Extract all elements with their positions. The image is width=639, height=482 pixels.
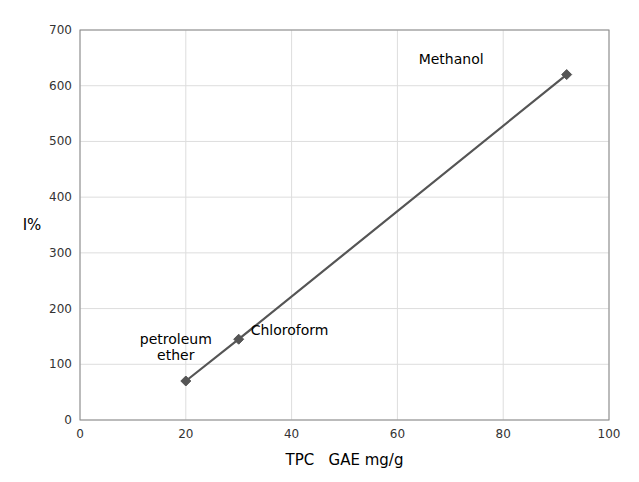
tick-label: 100 [598,427,621,441]
tick-label: 300 [49,246,72,260]
grid-line [80,85,609,86]
grid-line [80,197,609,198]
series [181,70,572,386]
annotation: Chloroform [251,322,329,338]
grid-line [397,30,398,420]
tick-label: 0 [64,413,72,427]
grid-line [80,141,609,142]
tick-label: 700 [49,23,72,37]
chart: 0 100 200 300 400 500 600 700 0 20 40 60 80 100 petrol… [0,0,639,482]
tick-label: 400 [49,190,72,204]
annotation: petroleumether [140,331,212,363]
grid-line [291,30,292,420]
marker [181,376,191,386]
tick-label: 40 [284,427,299,441]
tick-label: 0 [76,427,84,441]
tick-label: 200 [49,302,72,316]
plot-background [80,30,609,420]
plot-frame [80,30,609,420]
line [186,75,567,381]
tick-label: 20 [178,427,193,441]
grid [80,30,609,420]
tick-label: 80 [496,427,511,441]
tick-label: 500 [49,134,72,148]
grid-line [503,30,504,420]
grid-line [80,364,609,365]
marker [234,334,244,344]
tick-label: 60 [390,427,405,441]
x-axis-label: TPC GAE mg/g [285,451,404,469]
annotation: Methanol [419,51,484,67]
tick-label: 100 [49,357,72,371]
grid-line [80,308,609,309]
tick-label: 600 [49,79,72,93]
chart-container: 0 100 200 300 400 500 600 700 0 20 40 60 80 100 petrol… [0,0,639,482]
y-axis-label: I% [23,216,42,234]
marker [562,70,572,80]
